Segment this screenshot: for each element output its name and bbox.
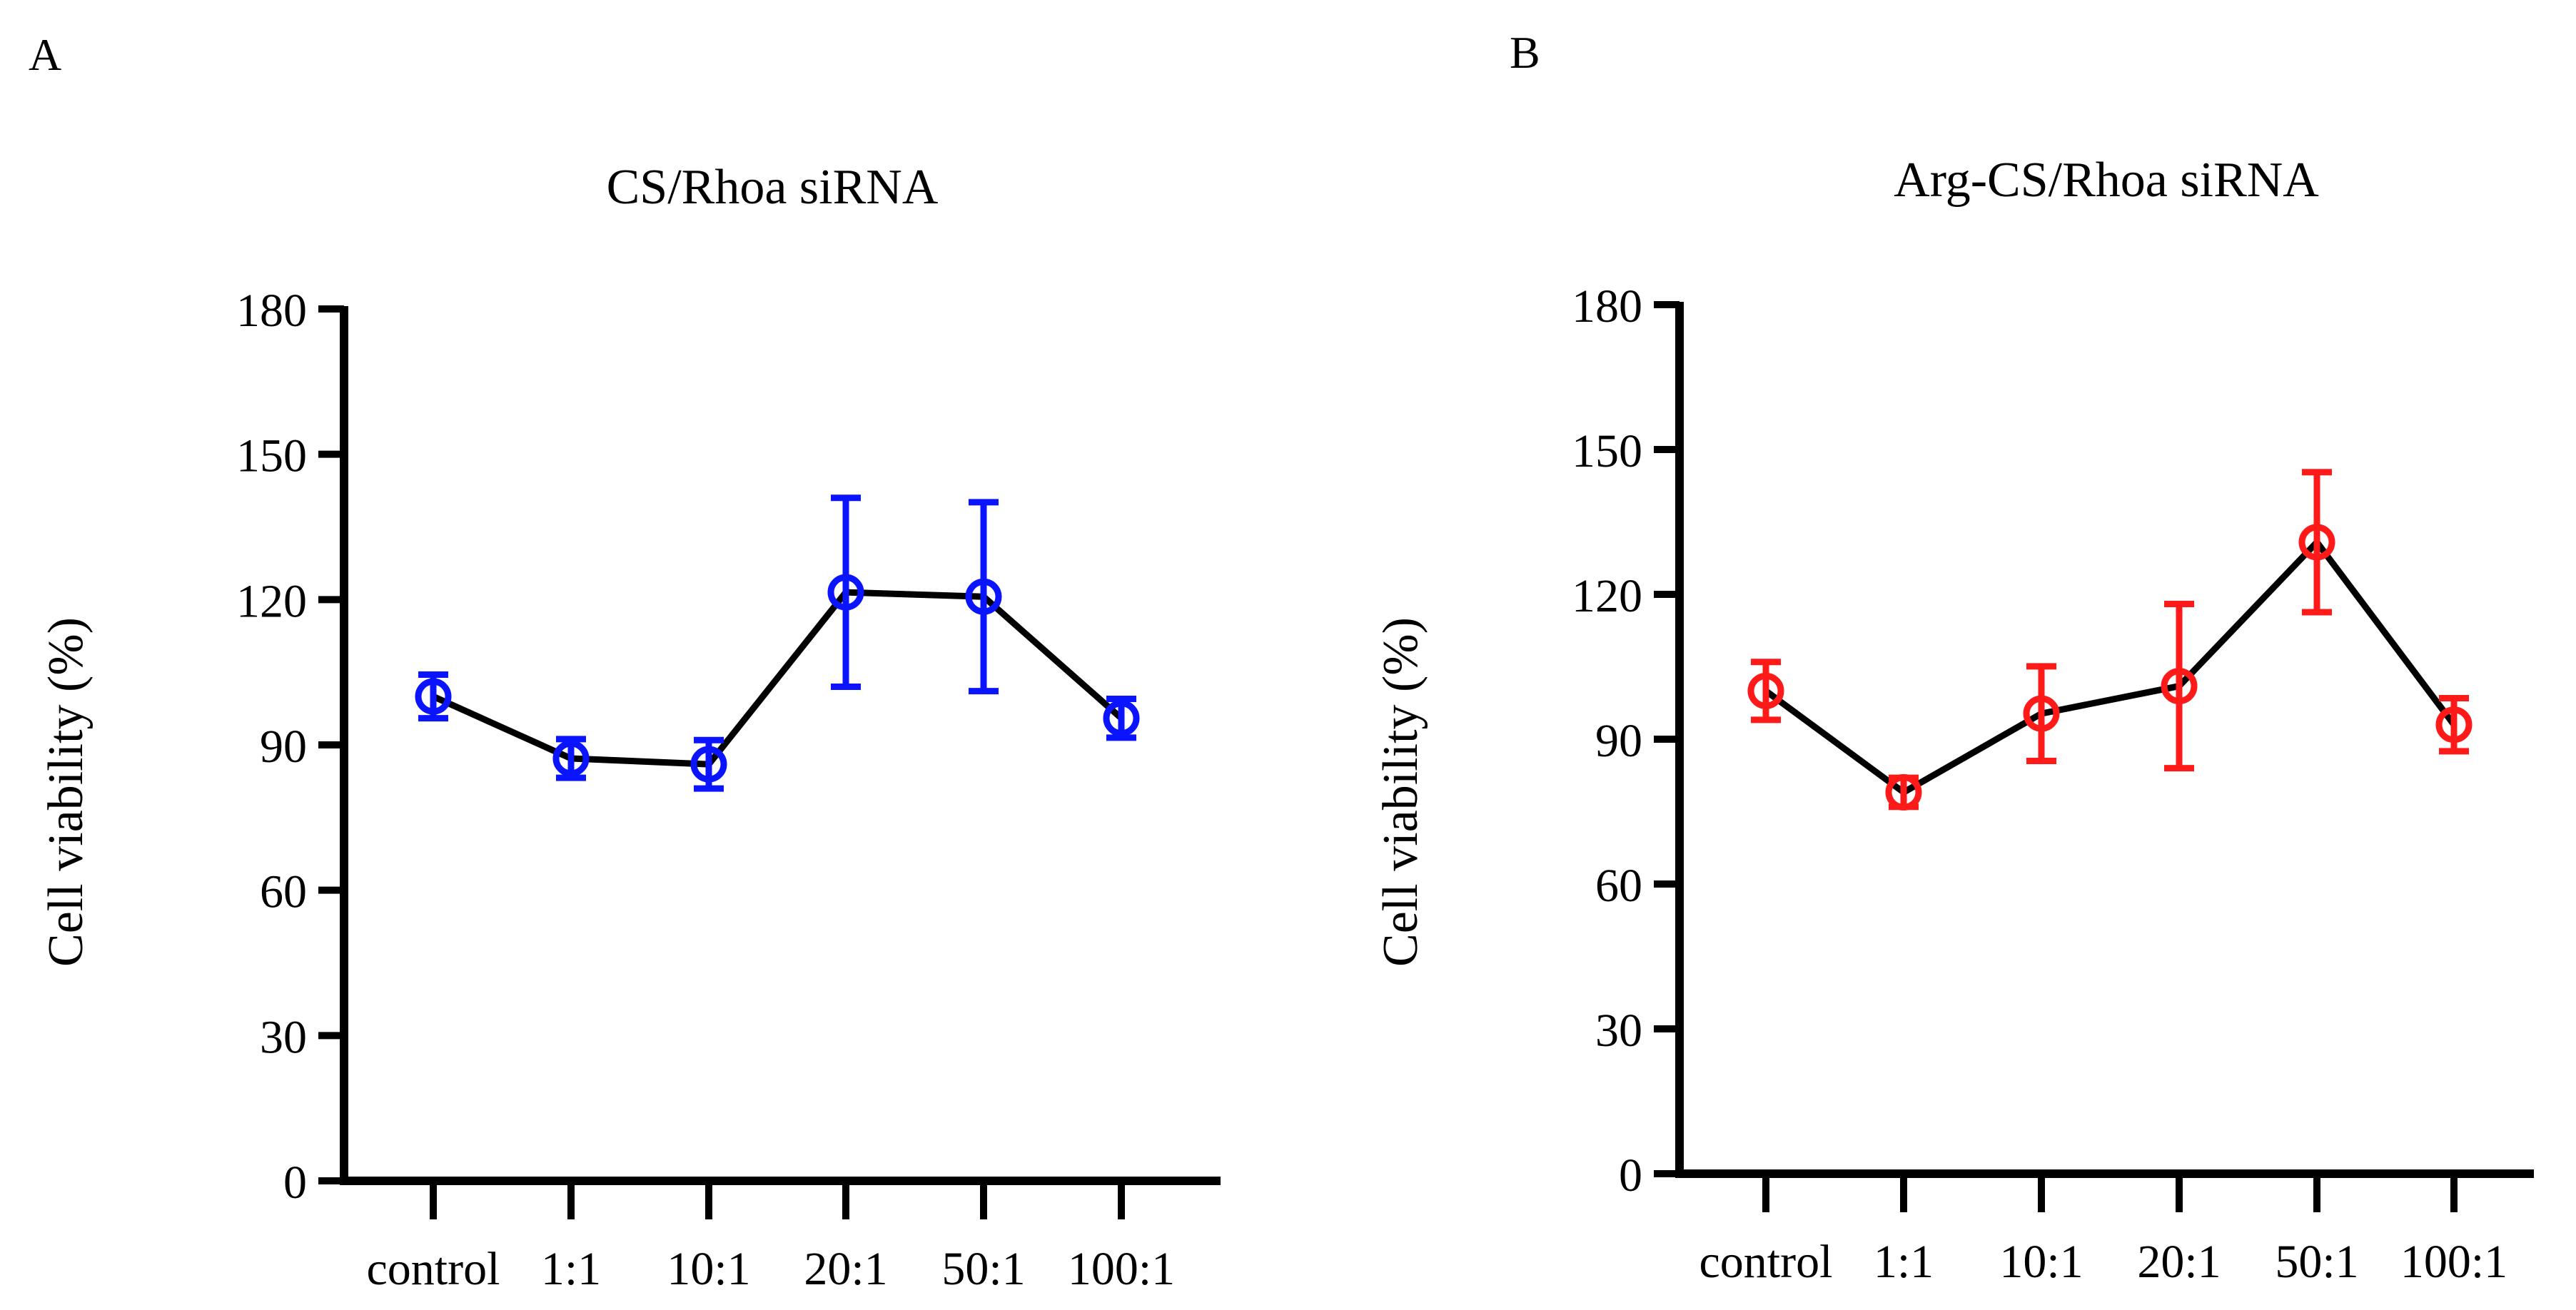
y-tick-label: 180 [1572,280,1642,332]
data-point [1885,773,1922,811]
y-tick-label: 30 [260,1011,307,1063]
y-axis-label-b: Cell viability (%) [1373,617,1428,967]
data-point [415,678,452,715]
x-tick-label: 10:1 [1999,1236,2083,1288]
y-tick-label: 120 [236,575,307,627]
y-tick-label: 60 [260,866,307,918]
marks-b [1747,469,2473,811]
y-tick-label: 0 [283,1157,307,1209]
data-point [1747,672,1784,709]
x-tick-label: 10:1 [667,1243,750,1295]
y-tick-label: 90 [260,721,307,773]
chart-title-b: Arg-CS/Rhoa siRNA [1894,153,2319,208]
x-tick-label: 1:1 [541,1243,601,1295]
data-point [2161,668,2198,705]
x-tick-label: 50:1 [2275,1236,2358,1288]
y-tick-label: 0 [1619,1149,1642,1202]
x-tick-label: 100:1 [2400,1236,2507,1288]
panel-label-b: B [1510,27,1540,78]
y-tick-label: 90 [1595,715,1642,767]
y-tick-label: 120 [1572,570,1642,622]
data-point [2023,695,2060,732]
x-tick-label: 50:1 [941,1243,1025,1295]
x-tick-label: 1:1 [1874,1236,1934,1288]
data-point [2298,524,2335,561]
data-point [552,740,590,777]
y-tick-label: 60 [1595,860,1642,912]
data-point [690,746,727,783]
data-point [827,574,864,611]
data-point [2435,706,2473,743]
y-axis-label-a: Cell viability (%) [39,617,94,967]
axes-b: 0 30 60 90 120 150 180 control 1:1 10:1 20:1 50:1 10… [1572,280,2534,1288]
x-tick-label: 100:1 [1068,1243,1175,1295]
series-line [432,589,1123,768]
axes-a: 0 30 60 90 120 150 180 control 1:1 10:1 20:1 50:1 10… [236,285,1221,1295]
x-tick-label: 20:1 [2137,1236,2221,1288]
data-point [1103,700,1140,737]
series-line [1764,539,2457,796]
y-tick-label: 150 [236,430,307,482]
panel-b: B Arg-CS/Rhoa siRNA Cell viability (%) 0… [1373,27,2534,1288]
panel-label-a: A [29,29,61,80]
y-tick-label: 150 [1572,425,1642,477]
x-tick-label: control [1699,1236,1833,1288]
chart-title-a: CS/Rhoa siRNA [607,160,939,215]
marks-a [415,494,1140,792]
x-tick-label: control [367,1243,500,1295]
panel-a: A CS/Rhoa siRNA Cell viability (%) 0 30 60… [29,29,1221,1295]
y-tick-label: 30 [1595,1005,1642,1057]
x-tick-label: 20:1 [804,1243,887,1295]
data-point [965,578,1002,615]
y-tick-label: 180 [236,285,307,337]
